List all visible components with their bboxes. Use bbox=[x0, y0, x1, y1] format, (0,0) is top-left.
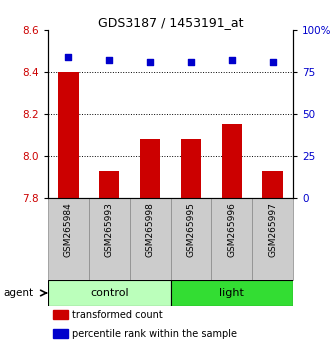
Point bbox=[188, 59, 194, 65]
Bar bbox=[170, 280, 293, 306]
Bar bbox=[58, 72, 79, 198]
Title: GDS3187 / 1453191_at: GDS3187 / 1453191_at bbox=[98, 16, 243, 29]
Bar bbox=[262, 171, 283, 198]
Point bbox=[147, 59, 153, 65]
Bar bbox=[99, 171, 119, 198]
Text: control: control bbox=[90, 288, 128, 298]
Bar bbox=[181, 139, 201, 198]
Bar bbox=[211, 198, 252, 280]
Bar bbox=[48, 198, 89, 280]
Text: agent: agent bbox=[3, 288, 33, 298]
Bar bbox=[170, 198, 211, 280]
Bar bbox=[53, 329, 68, 338]
Text: GSM265995: GSM265995 bbox=[186, 202, 195, 257]
Bar bbox=[140, 139, 160, 198]
Text: GSM265996: GSM265996 bbox=[227, 202, 236, 257]
Text: GSM265997: GSM265997 bbox=[268, 202, 277, 257]
Bar bbox=[48, 280, 170, 306]
Text: GSM265998: GSM265998 bbox=[146, 202, 155, 257]
Bar bbox=[89, 198, 130, 280]
Bar bbox=[53, 310, 68, 319]
Bar bbox=[221, 125, 242, 198]
Point bbox=[229, 57, 234, 63]
Text: transformed count: transformed count bbox=[72, 310, 163, 320]
Text: GSM265984: GSM265984 bbox=[64, 202, 73, 257]
Point bbox=[66, 54, 71, 60]
Text: percentile rank within the sample: percentile rank within the sample bbox=[72, 329, 238, 339]
Point bbox=[270, 59, 275, 65]
Text: GSM265993: GSM265993 bbox=[105, 202, 114, 257]
Point bbox=[107, 57, 112, 63]
Text: light: light bbox=[219, 288, 244, 298]
Bar bbox=[130, 198, 170, 280]
Bar bbox=[252, 198, 293, 280]
